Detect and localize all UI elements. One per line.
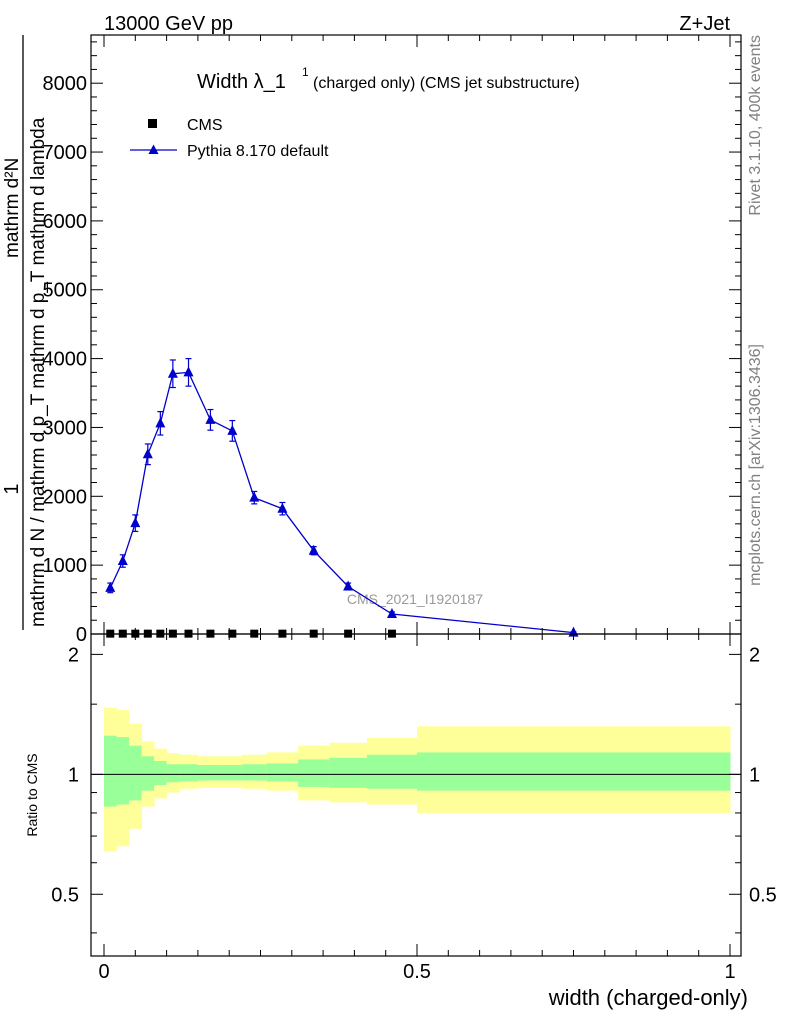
pythia-point [155,417,166,428]
xtick-label: 0 [98,961,109,983]
pythia-point [227,424,238,435]
pythia-point [183,366,194,377]
title-main: Width λ_1 [197,71,286,93]
ratio-band-inner [116,737,130,805]
ratio-ytick-label-right: 1 [749,764,760,786]
ratio-panel: 0.5 0.5 1 1 2 2 0 0.5 1 Ratio to CMS width (char… [24,633,777,1010]
ratio-ytick-label-left: 0.5 [51,884,79,906]
main-ytick-label: 2000 [43,486,88,508]
ylabel-denominator: mathrm d N / mathrm d p_T mathrm d p_T m… [28,117,49,627]
ratio-ytick-label-right: 0.5 [749,884,777,906]
ratio-ylabel: Ratio to CMS [24,753,40,836]
pythia-line [109,371,574,634]
title-subtitle: (charged only) (CMS jet substructure) [313,75,580,92]
legend-cms-label: CMS [187,117,223,134]
rivet-label: Rivet 3.1.10, 400k events [747,35,764,216]
main-ytick-label: 3000 [43,417,88,439]
pythia-point [343,580,354,591]
main-ytick-label: 1000 [43,555,88,577]
legend-pythia-label: Pythia 8.170 default [187,143,329,160]
ratio-ytick-label-right: 2 [749,644,760,666]
ratio-frame [90,633,742,957]
header-right-label: Z+Jet [679,13,730,35]
mcplots-label: mcplots.cern.ch [arXiv:1306.3436] [747,344,764,586]
main-ytick-label: 5000 [43,280,88,302]
legend-pythia-marker [148,144,159,154]
pythia-point [105,581,116,592]
xlabel: width (charged-only) [548,985,748,1010]
ratio-band-inner [417,752,731,791]
pythia-point [117,555,128,566]
ylabel-upper: mathrm d²N [2,158,23,258]
ratio-band-inner [129,745,143,801]
ratio-band-inner [141,756,155,791]
ratio-band-inner [154,761,168,786]
pythia-point [142,448,153,459]
ratio-band-inner [266,763,299,782]
pythia-point [308,544,319,555]
title-superscript: 1 [302,65,309,79]
ratio-band-inner [166,764,180,783]
pythia-point [167,367,178,378]
watermark: CMS_2021_I1920187 [347,591,483,607]
main-ytick-label: 4000 [43,349,88,371]
ratio-band-inner [179,764,199,782]
pythia-point [386,608,397,619]
pythia-point [205,413,216,424]
legend-cms-marker [148,119,157,128]
ratio-bands [104,707,731,852]
chart-title: Width λ_1 1 (charged only) (CMS jet subs… [197,65,580,93]
ratio-ytick-label-left: 1 [68,764,79,786]
pythia-point [130,517,141,528]
ratio-band-inner [329,757,368,788]
ylabel-numerator: 1 [1,483,23,494]
main-panel: CMS_2021_I1920187 Width λ_1 1 (charged o… [1,34,742,646]
ratio-band-inner [298,759,330,787]
main-axis-ticks: 0 1000 2000 3000 4000 5000 6000 7000 8000 [43,35,741,646]
main-ytick-label: 8000 [43,73,88,95]
ratio-axis-ticks: 0.5 0.5 1 1 2 2 0 0.5 1 [51,634,777,983]
main-ytick-label: 0 [76,624,87,646]
main-series [105,357,579,638]
pythia-point [249,491,260,502]
main-ytick-label: 7000 [43,142,88,164]
main-ytick-label: 6000 [43,211,88,233]
ratio-ytick-label-left: 2 [68,644,79,666]
ratio-band-inner [366,754,418,789]
ratio-band-inner [222,765,243,781]
xtick-label: 0.5 [403,961,431,983]
legend: CMS Pythia 8.170 default [130,117,329,160]
ratio-band-inner [197,765,224,781]
xtick-label: 1 [724,961,735,983]
ratio-band-inner [241,764,268,781]
ratio-band-inner [104,735,118,807]
pythia-point [277,502,288,513]
header-left-label: 13000 GeV pp [104,13,233,35]
